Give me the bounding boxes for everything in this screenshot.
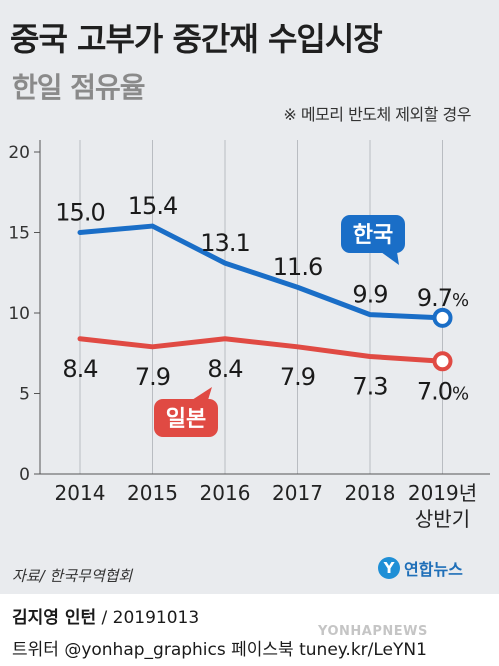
data-label: 7.9 (280, 363, 315, 391)
x-tick-label: 2014 (55, 481, 106, 505)
series-badge (154, 399, 218, 437)
y-tick-label: 20 (8, 143, 30, 163)
data-label-value: 7.9 (135, 363, 170, 391)
x-tick-label: 2019년 (408, 481, 477, 505)
y-tick-label: 15 (8, 224, 30, 244)
series-badge-tail (381, 252, 399, 265)
yonhap-logo: Y 연합뉴스 (378, 556, 463, 580)
chart-title: 중국 고부가 중간재 수입시장 (10, 20, 383, 58)
data-label-value: 7.3 (352, 372, 387, 400)
social-line: 트위터 @yonhap_graphics 페이스북 tuney.kr/LeYN1 (12, 640, 427, 660)
chart-note: ※ 메모리 반도체 제외할 경우 (283, 105, 471, 124)
credit-date: / 20191013 (96, 608, 200, 628)
y-tick-label: 10 (8, 304, 30, 324)
series-name: 한국 (353, 223, 393, 248)
data-label-unit: % (452, 383, 469, 404)
source-text: 자료/ 한국무역협회 (12, 567, 133, 585)
chart-subtitle: 한일 점유율 (12, 71, 146, 104)
chart-card: 중국 고부가 중간재 수입시장 한일 점유율 ※ 메모리 반도체 제외할 경우 … (0, 0, 499, 594)
data-label-value: 8.4 (62, 355, 97, 383)
data-label: 7.3 (352, 372, 387, 400)
logo-text: 연합뉴스 (404, 560, 463, 579)
yonhap-logo-icon: Y (378, 557, 400, 579)
data-label-value: 7.0 (417, 377, 452, 405)
data-label-value: 11.6 (273, 253, 322, 281)
data-label: 15.0 (55, 199, 104, 227)
author-name: 김지영 인턴 (12, 608, 97, 628)
data-label: 8.4 (207, 355, 242, 383)
y-tick-label: 5 (19, 385, 30, 405)
x-tick-label: 2015 (127, 481, 178, 505)
series-end-marker (432, 307, 453, 328)
data-label: 13.1 (200, 229, 249, 257)
series-line (77, 336, 445, 364)
data-label-unit: % (452, 290, 469, 311)
x-tick-label: 2018 (345, 481, 396, 505)
watermark: YONHAPNEWS (318, 624, 428, 639)
data-label: 15.4 (128, 192, 177, 220)
x-tick-label: 2016 (200, 481, 251, 505)
data-label-value: 15.4 (128, 192, 177, 220)
x-tick-label: 2017 (272, 481, 323, 505)
credit-line: 김지영 인턴 / 20191013 (12, 603, 199, 628)
series-name: 일본 (166, 407, 206, 432)
data-label: 7.0% (417, 377, 469, 405)
series-badge (341, 215, 405, 253)
series-line (77, 223, 445, 321)
data-label: 8.4 (62, 355, 97, 383)
data-label: 11.6 (273, 253, 322, 281)
data-label: 9.7% (417, 284, 469, 312)
data-label-value: 9.7 (417, 284, 452, 312)
data-label-value: 9.9 (352, 281, 387, 309)
data-label-value: 8.4 (207, 355, 242, 383)
data-label-value: 13.1 (200, 229, 249, 257)
series-end-marker (432, 351, 453, 372)
y-tick-label: 0 (19, 465, 30, 485)
series-badge-tail (192, 387, 212, 400)
data-label-value: 7.9 (280, 363, 315, 391)
data-label-value: 15.0 (55, 199, 104, 227)
data-label: 9.9 (352, 281, 387, 309)
x-tick-label: 상반기 (415, 507, 470, 531)
data-label: 7.9 (135, 363, 170, 391)
